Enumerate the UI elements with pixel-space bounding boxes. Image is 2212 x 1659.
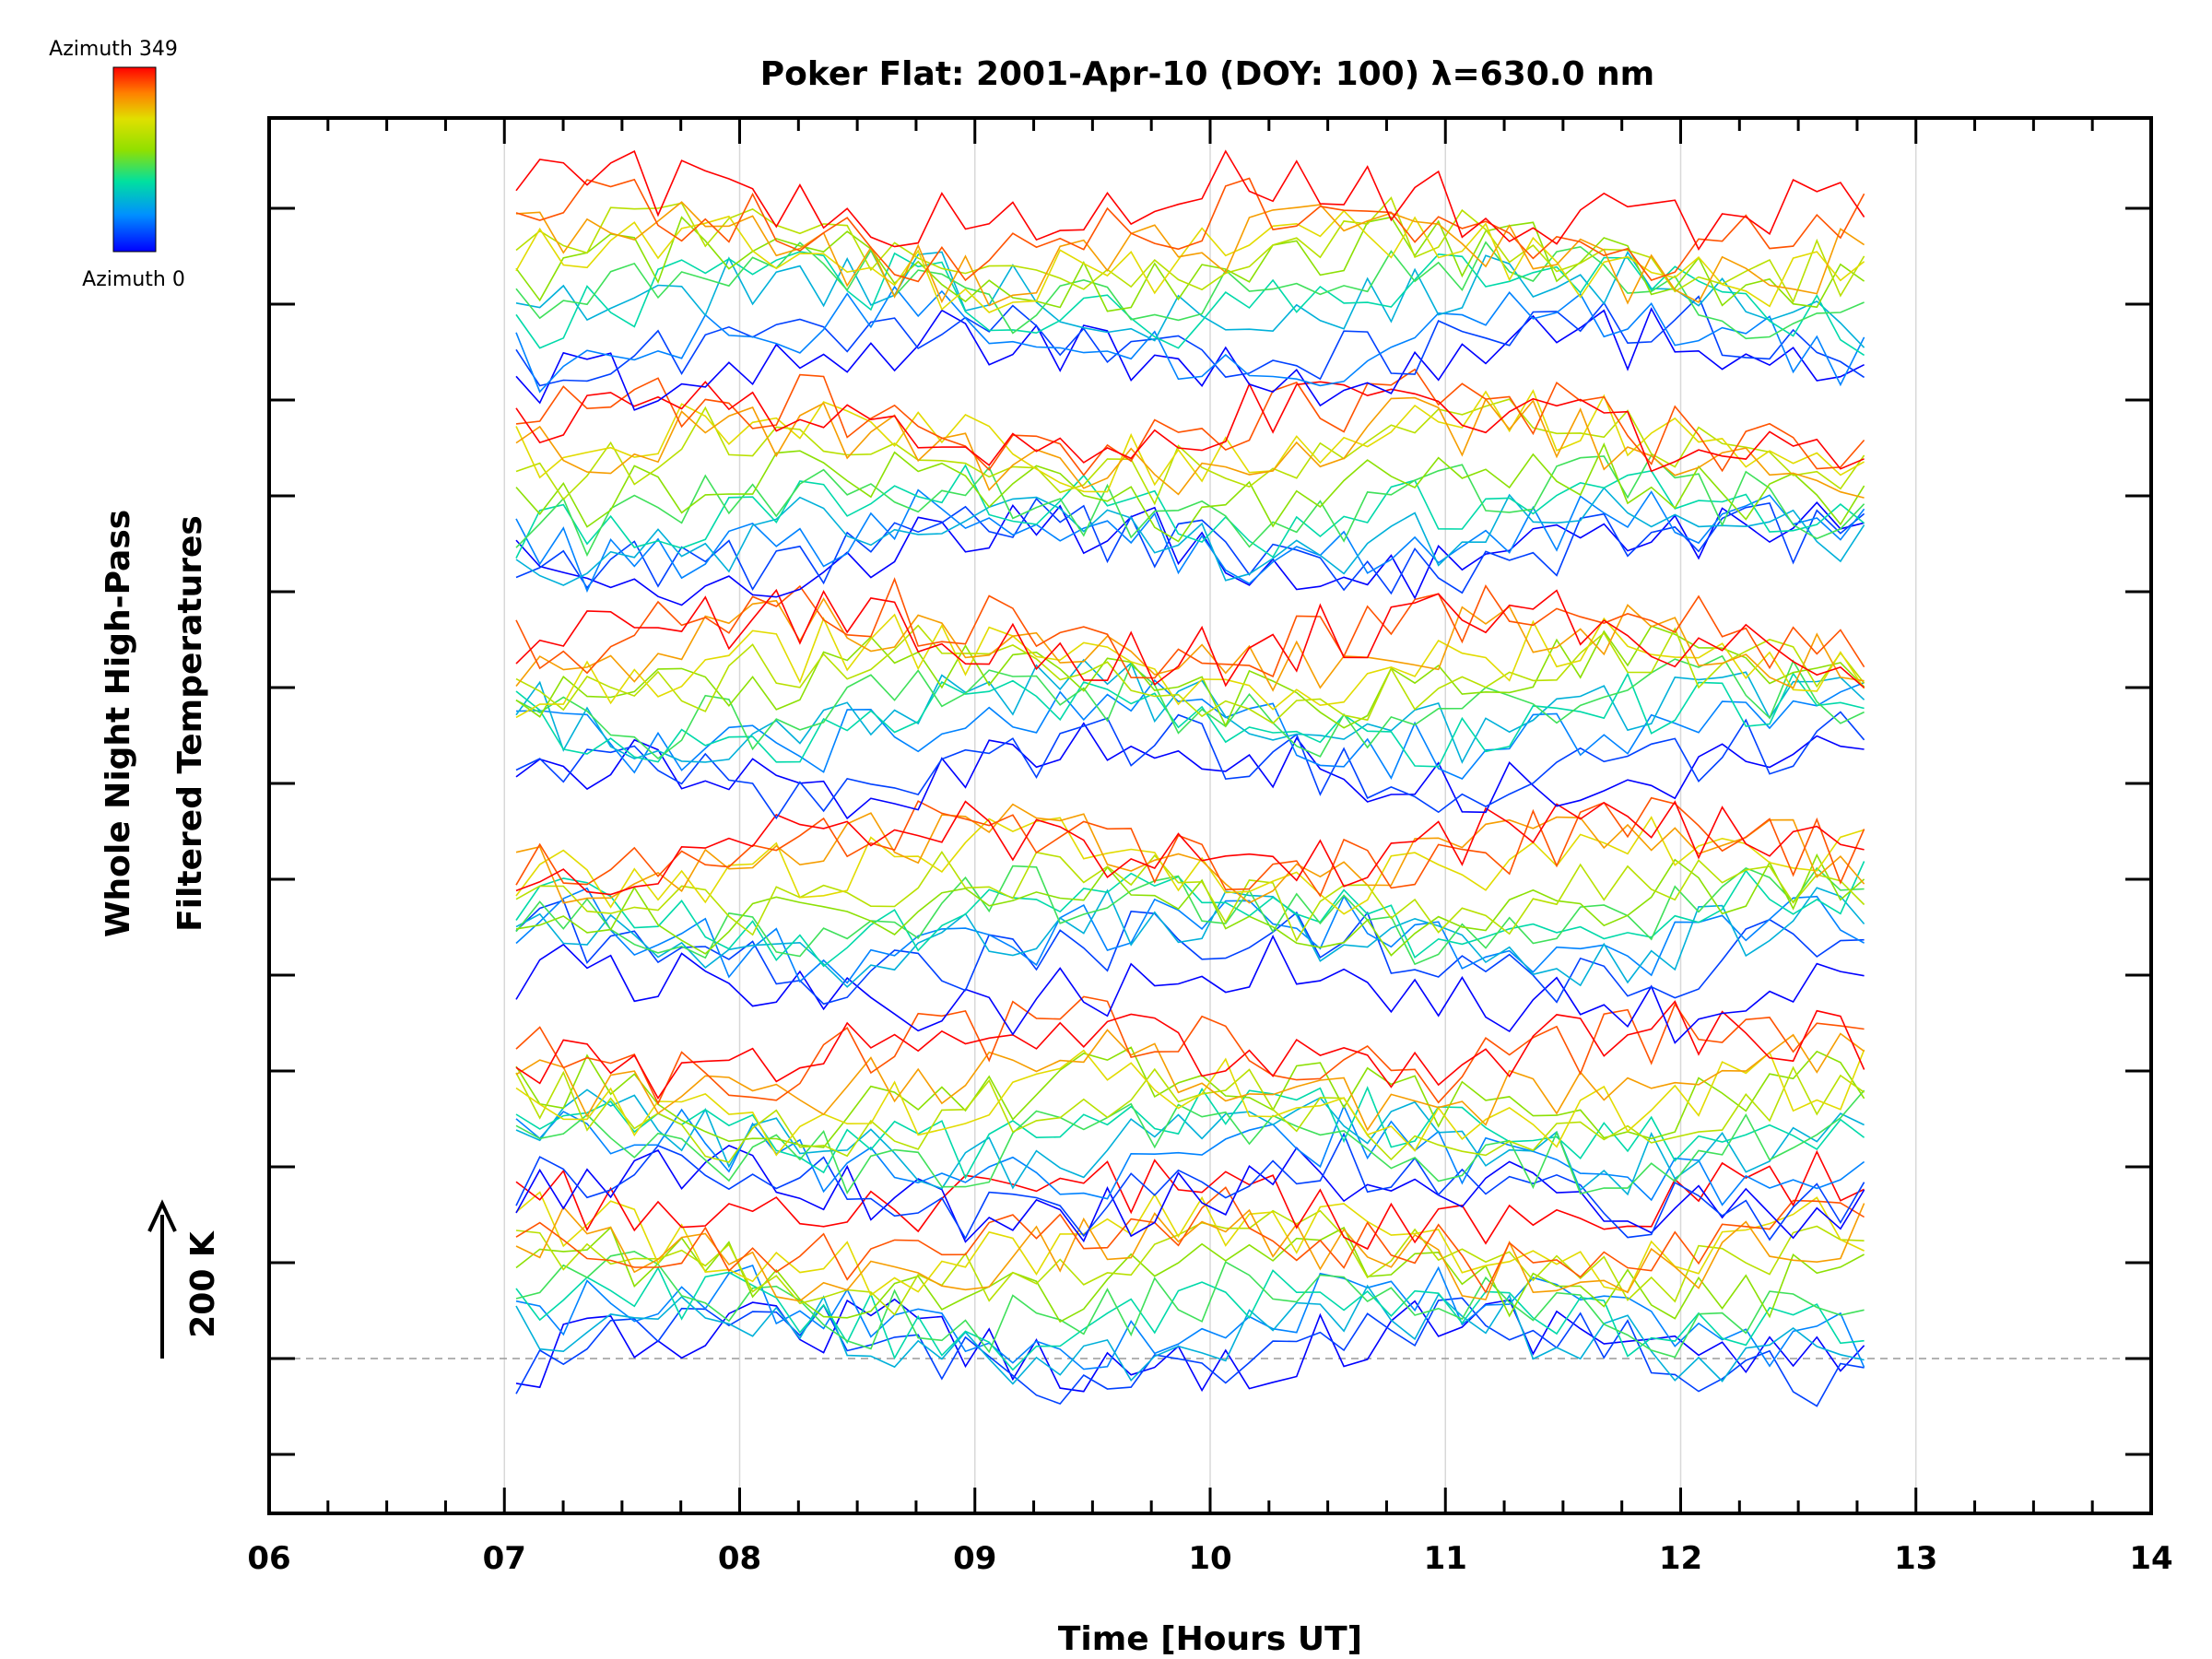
azimuth-trace [515,577,1865,679]
azimuth-trace [515,1298,1865,1393]
azimuth-trace [515,307,1865,411]
azimuth-trace [515,488,1865,594]
azimuth-trace [515,722,1865,820]
azimuth-trace [515,368,1865,477]
azimuth-trace [515,887,1865,988]
azimuth-trace [515,398,1865,506]
azimuth-trace [515,816,1865,915]
x-tick-labels: 06 07 08 09 10 11 12 13 14 [247,1540,2172,1577]
x-tick-label: 10 [1188,1540,1231,1577]
azimuth-trace [515,597,1865,692]
azimuth-trace [515,899,1865,1006]
x-tick-label: 14 [2129,1540,2172,1577]
azimuth-trace [515,1000,1865,1100]
azimuth-trace [515,1049,1865,1157]
azimuth-trace [515,497,1865,595]
azimuth-trace [515,853,1865,957]
azimuth-trace [515,241,1865,340]
azimuth-trace [515,861,1865,968]
y-axis-label-line2: Filtered Temperatures [171,515,209,932]
azimuth-trace [515,1186,1865,1294]
colorbar-top-label: Azimuth 349 [49,38,178,61]
x-tick-label: 13 [1894,1540,1937,1577]
azimuth-trace [515,196,1865,304]
azimuth-trace [515,613,1865,719]
azimuth-trace [515,1251,1865,1359]
azimuth-trace [515,216,1865,312]
vertical-gridlines [503,118,1917,1513]
x-tick-label: 12 [1659,1540,1702,1577]
azimuth-trace [515,1132,1865,1241]
azimuth-trace [515,285,1865,394]
azimuth-trace [515,800,1865,896]
azimuth-trace [515,711,1865,820]
series-lines [515,149,1865,1407]
azimuth-trace [515,1029,1865,1132]
x-axis-label: Time [Hours UT] [1058,1620,1362,1658]
azimuth-trace [515,251,1865,348]
azimuth-trace [515,1149,1865,1251]
axis-ticks [267,118,2153,1513]
x-tick-label: 11 [1424,1540,1467,1577]
azimuth-trace [515,654,1865,760]
colorbar-bottom-label: Azimuth 0 [82,268,185,291]
azimuth-trace [515,201,1865,307]
azimuth-trace [515,625,1865,729]
azimuth-trace [515,487,1865,586]
azimuth-trace [515,803,1865,904]
colorbar-gradient [112,66,157,253]
azimuth-trace [515,1209,1865,1316]
x-tick-label: 06 [247,1540,290,1577]
azimuth-trace [515,453,1865,558]
azimuth-trace [515,796,1865,898]
azimuth-trace [515,865,1865,966]
azimuth-trace [515,1191,1865,1297]
azimuth-trace [515,1297,1865,1407]
azimuth-trace [515,251,1865,357]
azimuth-trace [515,672,1865,768]
azimuth-trace [515,1203,1865,1302]
azimuth-trace [515,887,1865,984]
azimuth-trace [515,149,1865,252]
azimuth-trace [515,177,1865,283]
azimuth-trace [515,381,1865,473]
azimuth-trace [515,850,1865,942]
scale-bar-200k: 200 K [147,1199,222,1359]
x-tick-label: 08 [718,1540,761,1577]
azimuth-trace [515,295,1865,387]
azimuth-trace [515,1089,1865,1195]
azimuth-trace [515,1065,1865,1163]
colorbar: Azimuth 349 Azimuth 0 [49,38,185,291]
scale-bar-label: 200 K [184,1230,222,1338]
chart-title: Poker Flat: 2001-Apr-10 (DOY: 100) λ=630… [760,55,1654,93]
azimuth-trace [515,441,1865,543]
x-tick-label: 09 [953,1540,996,1577]
azimuth-trace [515,679,1865,780]
azimuth-trace [515,658,1865,764]
azimuth-trace [515,1284,1865,1385]
azimuth-trace [515,1144,1865,1243]
azimuth-trace [515,464,1865,559]
azimuth-trace [515,935,1865,1044]
y-axis-label-line1: Whole Night High-Pass [100,510,137,937]
azimuth-trace [515,501,1865,606]
azimuth-trace [515,1103,1865,1206]
azimuth-trace [515,995,1865,1106]
azimuth-trace [515,1266,1865,1371]
azimuth-trace [515,396,1865,499]
azimuth-trace [515,389,1865,493]
azimuth-trace [515,624,1865,724]
x-tick-label: 07 [483,1540,526,1577]
azimuth-trace [515,588,1865,688]
